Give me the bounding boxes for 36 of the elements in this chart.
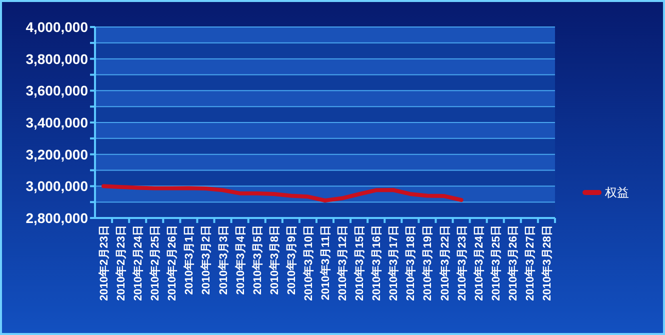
x-tick-label: 2010年3月11日 [319,225,332,300]
x-tick-label: 2010年3月27日 [523,225,536,301]
x-tick-label: 2010年3月2日 [200,225,213,295]
line-series [102,184,464,202]
x-tick-label: 2010年3月22日 [438,225,452,301]
x-tick-label: 2010年3月23日 [455,225,468,301]
x-tick-label: 2010年3月4日 [234,225,247,295]
x-tick-label: 2010年2月23日 [98,225,111,301]
y-tick-label: 3,400,000 [26,114,88,130]
x-tick-label: 2010年3月28日 [540,225,554,301]
x-tick-label: 2010年3月24日 [472,225,486,301]
y-tick-label: 3,800,000 [26,50,88,67]
x-tick-label: 2010年3月15日 [353,225,366,301]
x-tick-label: 2010年3月26日 [506,225,520,301]
x-tick-label: 2010年3月19日 [421,225,434,301]
x-tick-label: 2010年3月1日 [182,225,196,295]
x-tick-label: 2010年3月16日 [370,225,384,301]
x-tick-label: 2010年3月8日 [268,225,281,295]
x-tick-label: 2010年3月5日 [250,225,264,295]
legend-label: 权益 [604,186,629,200]
x-tick-label: 2010年2月23日 [114,225,128,301]
x-tick-label: 2010年2月25日 [148,225,162,301]
y-tick-label: 3,600,000 [26,82,88,99]
x-tick-label: 2010年3月12日 [336,225,350,301]
x-tick-label: 2010年3月10日 [302,225,315,301]
x-tick-label: 2010年3月17日 [387,225,400,301]
x-tick-label: 2010年2月26日 [166,225,179,301]
x-tick-label: 2010年3月9日 [284,225,298,295]
y-tick-label: 3,200,000 [26,146,88,162]
x-tick-label: 2010年3月18日 [404,225,418,301]
y-tick-label: 2,800,000 [26,210,88,226]
y-tick-label: 3,000,000 [26,178,88,194]
x-tick-label: 2010年3月25日 [489,225,502,301]
x-tick-label: 2010年3月3日 [216,225,230,295]
x-tick-label: 2010年2月24日 [132,225,145,301]
y-tick-label: 4,000,000 [26,19,88,35]
